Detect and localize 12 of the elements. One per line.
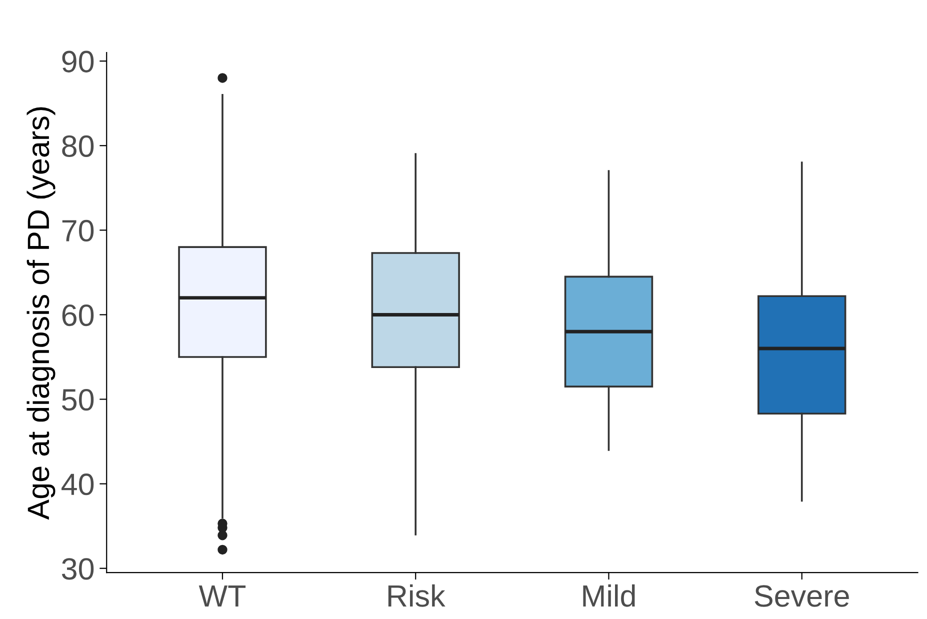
y-tick-label: 60 bbox=[62, 304, 94, 326]
x-tick-label: WT bbox=[198, 586, 246, 607]
x-tick-label: Mild bbox=[583, 584, 635, 607]
y-axis-title: Age at diagnosis of PD (years) bbox=[26, 107, 56, 520]
x-tick-label: Severe bbox=[754, 585, 849, 607]
x-tick-label: Risk bbox=[388, 584, 446, 607]
y-tick-label: 70 bbox=[62, 220, 94, 242]
y-tick-label: 30 bbox=[62, 558, 94, 580]
y-tick-label: 40 bbox=[62, 474, 94, 496]
y-tick-label: 90 bbox=[62, 50, 94, 72]
y-tick-label: 50 bbox=[62, 388, 94, 411]
y-tick-label: 80 bbox=[62, 135, 94, 157]
